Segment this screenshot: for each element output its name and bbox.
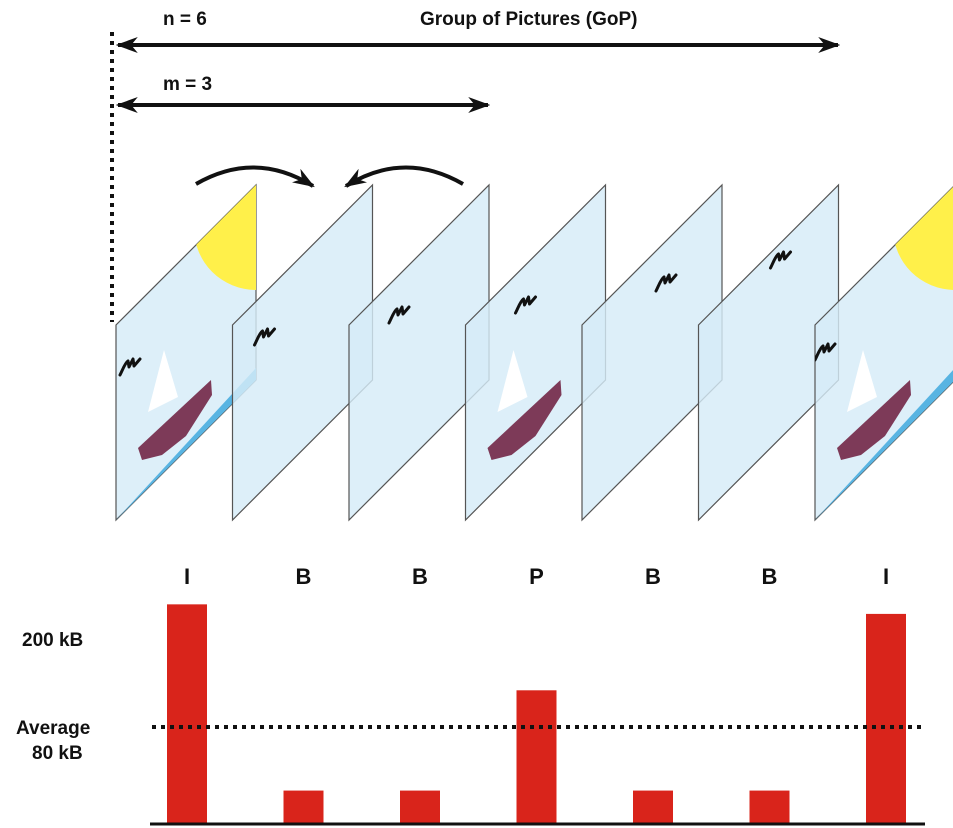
frame-type-label: B	[296, 564, 312, 589]
forward-prediction-arrow	[195, 165, 315, 188]
m-label: m = 3	[163, 74, 212, 95]
frame-4-P	[464, 183, 607, 522]
frame-type-label: B	[412, 564, 428, 589]
bar-7-I	[866, 613, 906, 824]
bird-icon	[387, 305, 411, 325]
frame-3-B	[348, 183, 490, 522]
frame-panel	[348, 183, 490, 522]
boat-icon	[837, 380, 911, 460]
frame-panel	[697, 183, 840, 522]
bird-icon	[654, 273, 678, 293]
bird-icon	[514, 295, 537, 315]
frame-type-label: B	[645, 564, 661, 589]
size-200-label: 200 kB	[22, 630, 83, 651]
frame-sequence	[115, 183, 953, 522]
gop-label: Group of Pictures (GoP)	[420, 9, 637, 30]
bird-icon	[815, 342, 837, 362]
frame-panel	[231, 183, 374, 522]
frame-panel	[581, 183, 723, 522]
boat-icon	[487, 380, 562, 460]
bar-6-B	[749, 790, 790, 824]
bar-1-I	[167, 604, 207, 824]
frame-2-B	[231, 183, 374, 522]
boat-icon	[138, 380, 212, 460]
sail-icon	[497, 350, 528, 412]
sail-icon	[847, 350, 877, 412]
bar-5-B	[633, 790, 673, 824]
bar-2-B	[283, 790, 324, 824]
bird-icon	[118, 357, 142, 377]
frame-size-bars	[167, 604, 906, 824]
average-label: Average	[16, 718, 90, 739]
frame-type-label: I	[184, 564, 190, 589]
average-value-label: 80 kB	[32, 743, 83, 764]
bar-3-B	[400, 790, 440, 824]
n-label: n = 6	[163, 9, 207, 30]
frame-type-label: B	[762, 564, 778, 589]
bird-icon	[253, 327, 276, 347]
frame-5-B	[581, 183, 723, 522]
frame-type-label: I	[883, 564, 889, 589]
frame-6-B	[697, 183, 840, 522]
backward-prediction-arrow	[344, 165, 464, 188]
bird-icon	[769, 250, 792, 270]
frame-type-label: P	[529, 564, 544, 589]
sail-icon	[148, 350, 178, 412]
bar-4-P	[516, 690, 557, 824]
